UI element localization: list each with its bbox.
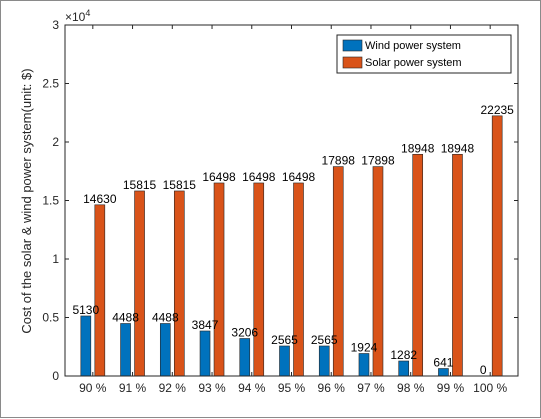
x-tick-label-9: 99 % xyxy=(437,381,465,395)
bar-wind-0 xyxy=(80,315,92,377)
x-tick-label-1: 91 % xyxy=(119,381,147,395)
x-tick-label-8: 98 % xyxy=(397,381,425,395)
bar-wind-6 xyxy=(318,345,330,377)
x-tick-label-4: 94 % xyxy=(238,381,266,395)
data-label-wind-4: 3206 xyxy=(231,325,258,339)
bar-wind-8 xyxy=(398,360,410,377)
bar-solar-3 xyxy=(213,182,225,377)
y-tick-label-1: 0.5 xyxy=(42,311,59,325)
data-label-solar-7: 17898 xyxy=(361,154,395,168)
bar-solar-0 xyxy=(94,204,106,377)
data-label-wind-10: 0 xyxy=(480,363,487,377)
bar-solar-10 xyxy=(491,115,503,377)
legend-label-solar: Solar power system xyxy=(365,57,462,69)
bar-solar-5 xyxy=(293,182,304,377)
x-tick-label-0: 90 % xyxy=(79,381,107,395)
data-label-solar-9: 18948 xyxy=(441,141,475,155)
x-tick-label-2: 92 % xyxy=(159,381,187,395)
x-tick-label-6: 96 % xyxy=(318,381,346,395)
x-tick-label-3: 93 % xyxy=(198,381,226,395)
bar-solar-4 xyxy=(253,182,265,377)
y-tick-label-6: 3 xyxy=(52,18,59,32)
legend: Wind power system Solar power system xyxy=(336,34,512,74)
data-label-wind-8: 1282 xyxy=(390,348,417,362)
legend-box xyxy=(336,34,512,74)
bar-wind-1 xyxy=(120,323,131,377)
bar-solar-8 xyxy=(412,154,424,377)
data-label-wind-9: 641 xyxy=(433,356,453,370)
bar-wind-5 xyxy=(279,345,290,377)
x-ticks-group: 90 % 91 % 92 % 93 % 94 % 95 % 96 % 97 % 98 % 99 %… xyxy=(79,25,508,395)
bar-wind-9 xyxy=(438,368,449,377)
data-label-solar-0: 14630 xyxy=(83,192,117,206)
data-label-solar-2: 15815 xyxy=(163,178,197,192)
y-tick-label-0: 0 xyxy=(52,369,59,383)
data-label-wind-7: 1924 xyxy=(351,340,378,354)
data-label-solar-6: 17898 xyxy=(322,154,356,168)
bar-wind-2 xyxy=(159,323,171,377)
bar-solar-2 xyxy=(173,190,185,377)
bar-solar-9 xyxy=(452,154,463,377)
y-tick-label-4: 2 xyxy=(52,135,59,149)
y-ticks-group: 0 0.5 1 1.5 2 2.5 3 xyxy=(42,18,518,383)
data-label-solar-1: 15815 xyxy=(123,178,157,192)
data-label-wind-6: 2565 xyxy=(311,333,338,347)
legend-swatch-wind xyxy=(342,39,363,52)
data-label-solar-4: 16498 xyxy=(242,170,276,184)
data-labels-group: 5130 14630 4488 15815 4488 15815 3847 16498 3206… xyxy=(72,103,514,377)
x-tick-label-7: 97 % xyxy=(357,381,385,395)
bar-solar-1 xyxy=(134,190,145,377)
data-label-solar-8: 18948 xyxy=(401,141,435,155)
y-tick-label-3: 1.5 xyxy=(42,194,59,208)
data-label-wind-1: 4488 xyxy=(112,310,139,324)
bars-group xyxy=(80,115,503,377)
data-label-wind-3: 3847 xyxy=(192,318,219,332)
data-label-wind-2: 4488 xyxy=(152,310,179,324)
x-tick-label-10: 100 % xyxy=(473,381,507,395)
bar-wind-7 xyxy=(358,353,370,377)
data-label-wind-5: 2565 xyxy=(271,333,298,347)
bar-wind-4 xyxy=(239,338,251,377)
y-axis-label: Cost of the solar & wind power system(un… xyxy=(19,68,34,333)
data-label-wind-0: 5130 xyxy=(72,303,99,317)
data-label-solar-10: 22235 xyxy=(480,103,514,117)
y-exponent-label: ×104 xyxy=(65,8,90,24)
legend-swatch-solar xyxy=(342,56,363,69)
data-label-solar-5: 16498 xyxy=(282,170,316,184)
legend-label-wind: Wind power system xyxy=(365,40,461,52)
bar-wind-3 xyxy=(199,330,211,377)
x-tick-label-5: 95 % xyxy=(278,381,306,395)
data-label-solar-3: 16498 xyxy=(202,170,236,184)
y-tick-label-2: 1 xyxy=(52,252,59,266)
y-tick-label-5: 2.5 xyxy=(42,77,59,91)
